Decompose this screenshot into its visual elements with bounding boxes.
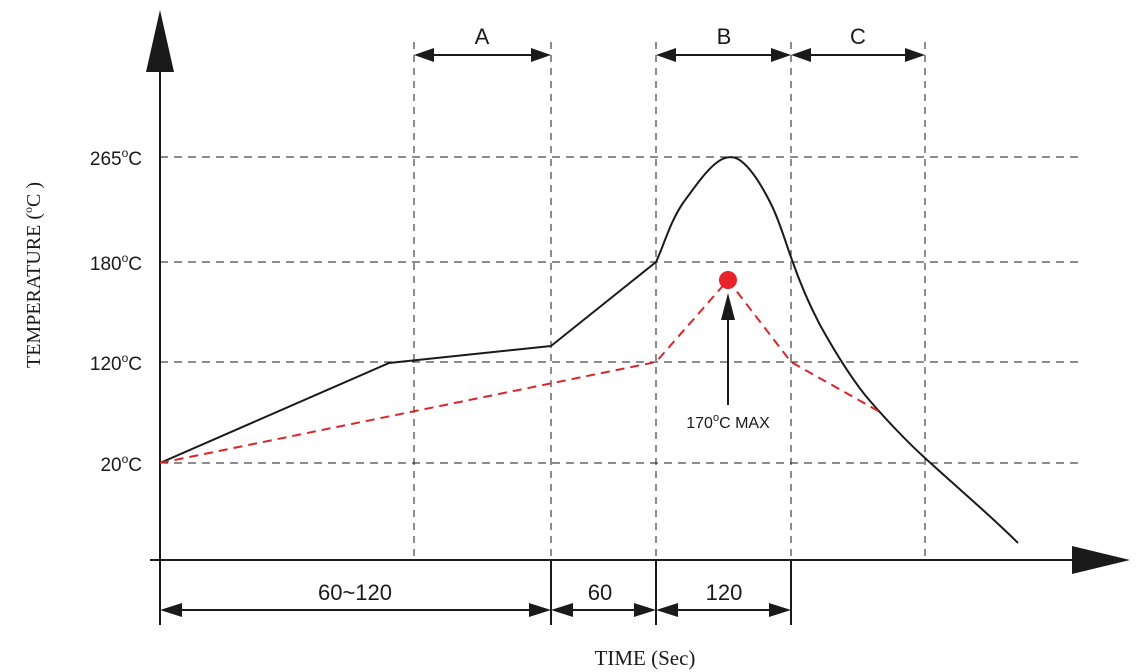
limit-curve [159,278,881,464]
temperature-gridlines [160,156,1080,464]
x-axis [150,546,1130,574]
y-tick-labels: 265oC 180oC 120oC 20oC [90,146,142,476]
zone-markers: A B C [414,24,925,62]
duration-1-arrowhead-right [529,603,551,617]
y-axis-title: TEMPERATURE (oC ) [21,182,45,368]
y-tick-265: 265oC [90,146,142,170]
duration-1-label: 60~120 [318,580,392,605]
x-axis-arrowhead [1072,546,1130,574]
y-axis [146,10,174,600]
zone-b-label: B [717,24,732,49]
duration-1: 60~120 [160,580,551,617]
max-callout-arrowhead [721,293,735,320]
max-point [719,271,737,289]
duration-1-arrowhead-left [160,603,182,617]
zone-a-label: A [475,24,490,49]
zone-b-arrowhead-right [771,48,791,62]
duration-2-label: 60 [588,580,612,605]
duration-3-arrowhead-right [769,603,791,617]
zone-c-label: C [850,24,866,49]
y-tick-120: 120oC [90,351,142,375]
duration-2: 60 [551,580,656,617]
zone-b: B [656,24,791,62]
zone-b-arrowhead-left [656,48,676,62]
duration-3-label: 120 [706,580,743,605]
profile-curve [159,156,1019,544]
y-tick-20: 20oC [100,452,142,476]
zone-c: C [791,24,925,62]
zone-a-arrowhead-left [414,48,434,62]
max-callout-label: 170oC MAX [686,412,770,432]
zone-a-arrowhead-right [531,48,551,62]
duration-3-arrowhead-left [656,603,678,617]
duration-dimensions: 60~120 60 120 [159,560,792,625]
x-axis-title: TIME (Sec) [595,646,696,670]
duration-2-arrowhead-left [551,603,573,617]
y-tick-180: 180oC [90,251,142,275]
zone-a: A [414,24,551,62]
zone-c-arrowhead-right [905,48,925,62]
y-axis-arrowhead [146,10,174,72]
zone-c-arrowhead-left [791,48,811,62]
duration-2-arrowhead-right [634,603,656,617]
zone-gridlines [413,42,926,560]
duration-3: 120 [656,580,791,617]
